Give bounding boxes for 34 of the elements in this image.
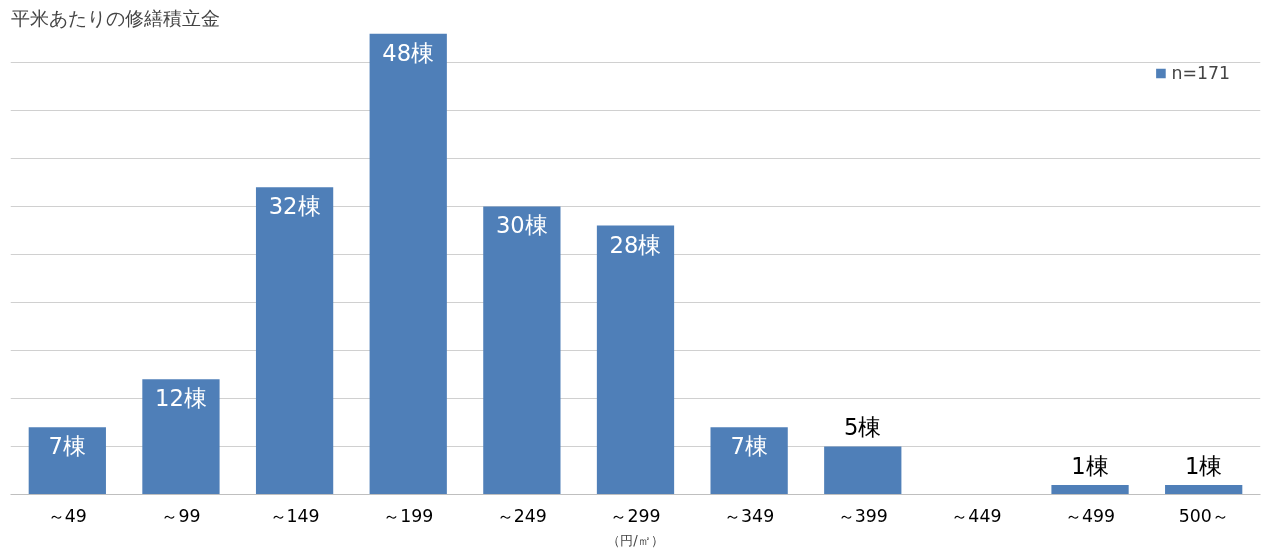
x-tick-label: ～449	[951, 505, 1002, 526]
bar	[483, 206, 561, 495]
x-axis-title: （円/㎡）	[607, 532, 664, 548]
x-tick-label: ～399	[837, 505, 888, 526]
data-label: 5棟	[844, 414, 882, 441]
data-label: 1棟	[1071, 452, 1109, 479]
x-tick-label: ～499	[1065, 505, 1116, 526]
bar	[1051, 484, 1129, 495]
chart-title: 平米あたりの修繕積立金	[10, 7, 220, 29]
data-label: 12棟	[155, 385, 207, 412]
bar	[142, 379, 220, 495]
bar	[1165, 484, 1243, 495]
bar	[710, 427, 788, 495]
data-label: 32棟	[268, 193, 321, 220]
data-label: 30棟	[495, 212, 548, 239]
x-tick-label: 500～	[1178, 505, 1229, 526]
bar	[28, 427, 106, 495]
data-label: 7棟	[48, 433, 87, 460]
bar	[824, 446, 902, 495]
x-tick-label: ～299	[610, 505, 661, 526]
x-tick-label: ～49	[47, 505, 87, 526]
data-label: 48棟	[382, 39, 435, 66]
x-tick-label: ～349	[724, 505, 775, 526]
bar	[369, 33, 447, 495]
data-label: 28棟	[609, 231, 662, 258]
data-label: 1棟	[1184, 452, 1223, 479]
bar	[255, 187, 334, 495]
data-label: 7棟	[730, 433, 768, 460]
x-tick-label: ～249	[496, 505, 547, 526]
legend-label: n=171	[1171, 63, 1230, 83]
x-tick-label: ～149	[269, 505, 320, 526]
bar	[596, 225, 675, 495]
x-tick-label: ～199	[383, 505, 434, 526]
x-tick-label: ～99	[161, 505, 201, 526]
